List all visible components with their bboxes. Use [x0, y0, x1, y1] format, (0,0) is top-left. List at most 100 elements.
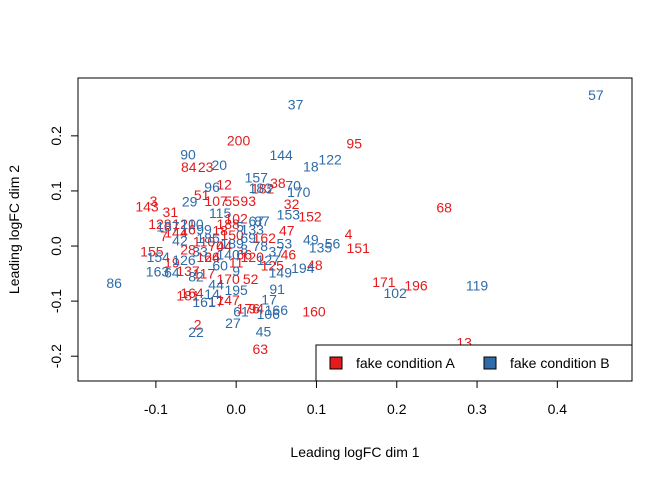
data-point-label: 67 — [248, 213, 264, 229]
data-point-label: 5 — [236, 219, 244, 235]
data-point-label: 155 — [140, 244, 164, 260]
data-point-label: 115 — [209, 205, 232, 221]
data-point-label: 160 — [302, 304, 326, 320]
data-point-label: 125 — [261, 257, 285, 273]
data-point-label: 27 — [225, 315, 241, 331]
data-point-label: 11 — [229, 255, 244, 271]
y-tick-label: 0.0 — [48, 236, 64, 256]
data-point-label: 102 — [224, 210, 248, 226]
data-point-label: 78 — [252, 238, 268, 254]
data-point-label: 100 — [180, 216, 204, 232]
data-point-label: 181 — [176, 288, 200, 304]
data-point-label: 55 — [224, 193, 240, 209]
legend-label-b: fake condition B — [510, 355, 610, 371]
data-point-label: 16 — [180, 222, 196, 238]
data-point-label: 61 — [233, 304, 249, 320]
data-point-label: 20 — [212, 157, 228, 173]
data-point-label: 86 — [106, 275, 122, 291]
data-point-label: 46 — [281, 246, 297, 262]
data-point-label: 44 — [208, 277, 224, 293]
data-point-label: 32 — [284, 196, 300, 212]
data-point-label: 31 — [163, 204, 179, 220]
data-point-label: 170 — [287, 184, 311, 200]
data-point-label: 49 — [303, 231, 319, 247]
data-point-label: 7 — [160, 228, 168, 244]
data-point-label: 162 — [253, 230, 277, 246]
data-point-label: 90 — [180, 147, 196, 163]
legend-swatch-a — [329, 356, 343, 370]
data-point-label: 9 — [232, 263, 240, 279]
data-point-label: 42 — [172, 233, 188, 249]
data-point-label: 122 — [318, 152, 342, 168]
data-point-label: 18 — [303, 159, 319, 175]
legend-swatch-b — [483, 356, 497, 370]
data-point-label: 18 — [212, 223, 228, 239]
data-point-label: 164 — [180, 285, 204, 301]
data-point-label: 70 — [208, 238, 224, 254]
data-point-label: 196 — [404, 278, 428, 294]
data-point-label: 195 — [224, 282, 248, 298]
data-point-label: 166 — [196, 249, 220, 265]
data-point-label: 63 — [252, 341, 268, 357]
data-point-label: 137 — [176, 263, 200, 279]
data-point-label: 152 — [298, 208, 322, 224]
data-point-label: 200 — [227, 132, 251, 148]
data-point-label: 37 — [269, 244, 285, 260]
data-point-label: 64 — [164, 264, 180, 280]
data-point-label: 56 — [325, 235, 341, 251]
data-point-label: 2 — [194, 316, 202, 332]
data-point-label: 82 — [188, 268, 204, 284]
data-point-label: 106 — [257, 306, 281, 322]
data-point-label: 23 — [198, 159, 214, 175]
data-point-label: 170 — [216, 271, 240, 287]
x-axis: -0.1 0.0 0.1 0.2 0.3 0.4 — [144, 380, 567, 417]
data-point-label: 140 — [216, 246, 240, 262]
data-point-label: 127 — [257, 252, 281, 268]
legend: fake condition A fake condition B — [315, 344, 633, 382]
y-tick-label: -0.2 — [48, 344, 64, 368]
data-point-label: 87 — [254, 213, 270, 229]
data-point-label: 189 — [220, 235, 244, 251]
data-point-label: 4 — [345, 226, 353, 242]
data-point-label: 60 — [212, 257, 228, 273]
data-point-label: 44 — [216, 238, 232, 254]
data-point-label: 166 — [265, 302, 289, 318]
data-point-label: 3 — [150, 193, 158, 209]
y-tick-label: 0.2 — [48, 126, 64, 146]
data-point-label: 188 — [216, 216, 240, 232]
legend-label-a: fake condition A — [356, 355, 456, 371]
data-point-label: 12 — [216, 176, 232, 192]
data-point-label: 183 — [249, 180, 273, 196]
data-point-label: 24 — [204, 249, 220, 265]
data-point-label: 185 — [196, 230, 220, 246]
data-point-label: 45 — [256, 323, 272, 339]
data-point-label: 96 — [204, 179, 220, 195]
data-point-label: 119 — [466, 278, 489, 294]
legend-box — [315, 344, 633, 382]
x-axis-label: Leading logFC dim 1 — [290, 444, 419, 460]
data-point-label: 144 — [164, 224, 188, 240]
data-point-label: 8 — [240, 241, 248, 257]
data-point-label: 99 — [196, 222, 212, 238]
data-point-label: 133 — [241, 222, 265, 238]
data-point-label: 151 — [347, 240, 371, 256]
data-point-label: 57 — [588, 87, 604, 103]
data-point-label: 153 — [277, 207, 301, 223]
data-point-label: 29 — [182, 193, 198, 209]
data-point-label: 38 — [270, 175, 286, 191]
data-point-label: 171 — [372, 274, 396, 290]
data-point-label: 94 — [248, 300, 264, 316]
x-tick-label: 0.2 — [387, 401, 407, 417]
data-point-label: 14 — [204, 286, 220, 302]
data-point-label: 126 — [172, 252, 196, 268]
data-point-label: 117 — [193, 266, 216, 282]
x-tick-label: -0.1 — [144, 401, 168, 417]
data-point-label: 182 — [251, 181, 275, 197]
data-point-label: 66 — [236, 246, 252, 262]
data-point-label: 194 — [291, 260, 315, 276]
data-point-label: 70 — [285, 177, 301, 193]
data-point-label: 93 — [240, 193, 256, 209]
x-tick-label: 0.1 — [307, 401, 327, 417]
data-point-label: 19 — [164, 255, 180, 271]
